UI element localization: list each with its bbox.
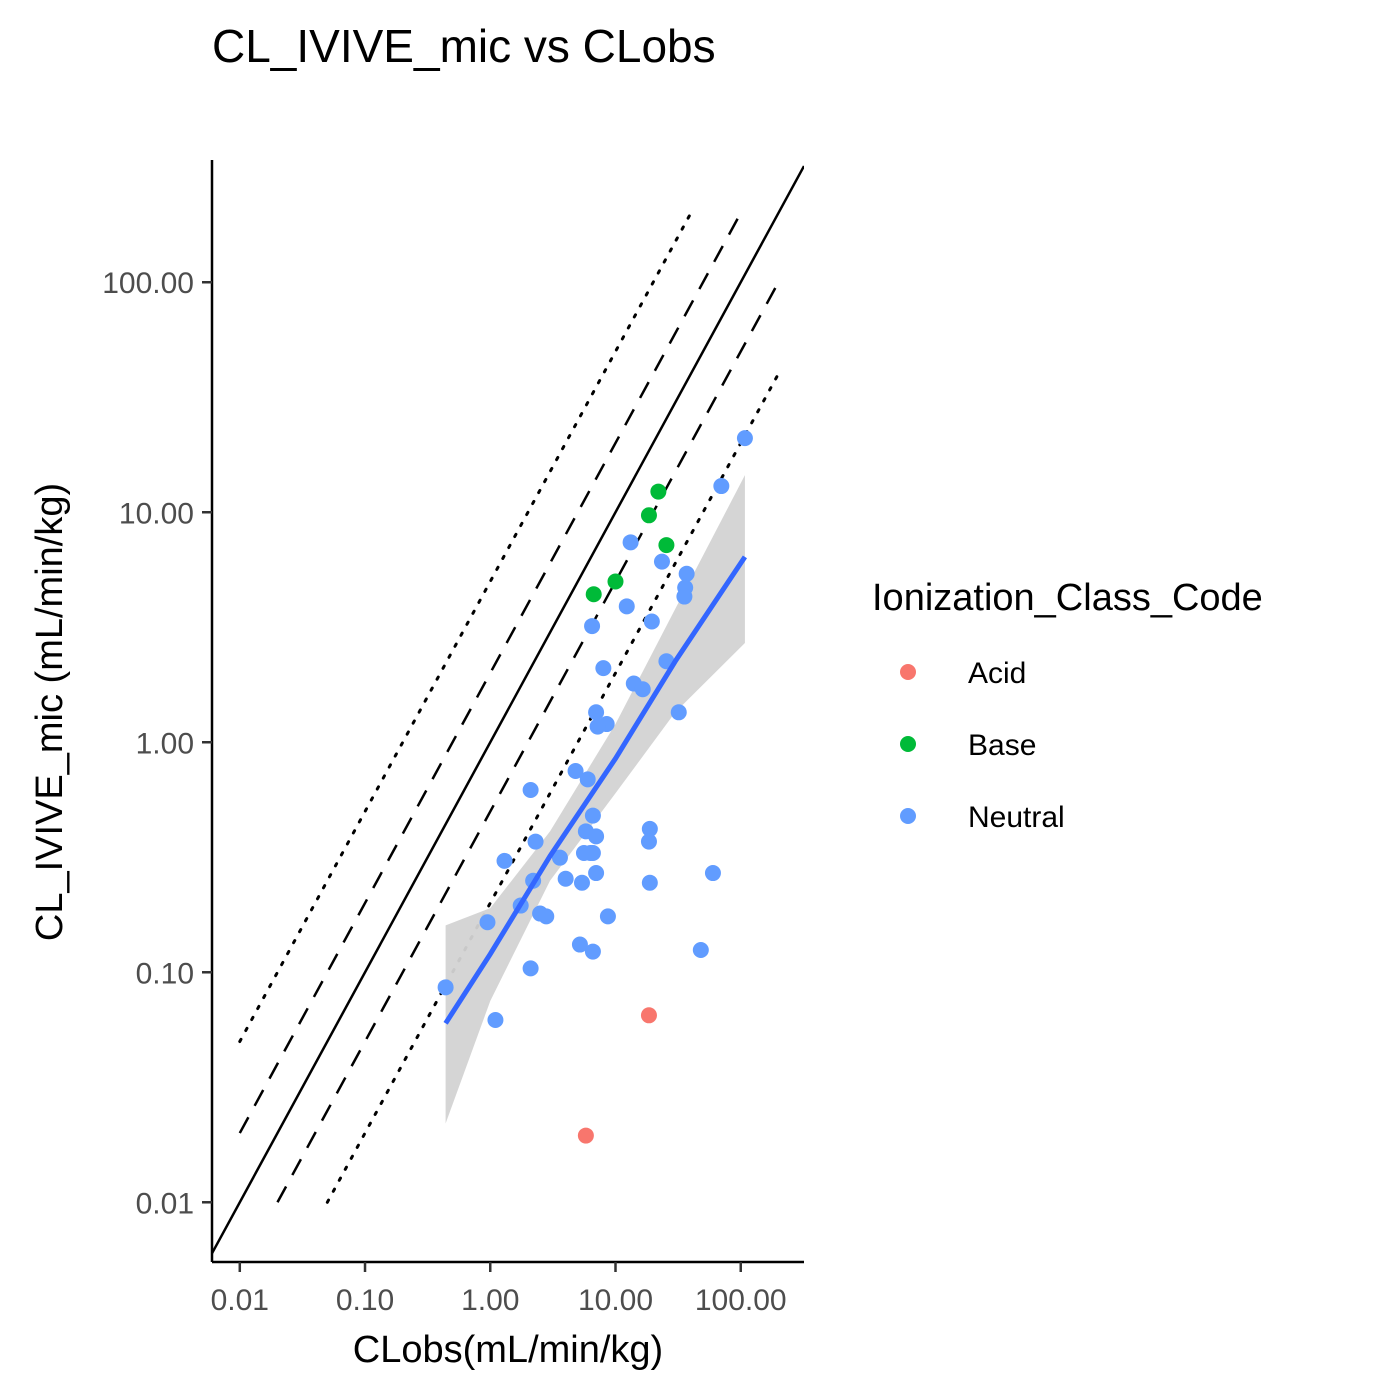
y-tick-label: 10.00 (119, 497, 194, 530)
x-axis-title: CLobs(mL/min/kg) (353, 1329, 663, 1371)
point-neutral (584, 943, 601, 960)
point-neutral (622, 534, 639, 551)
regression-line-group (443, 555, 748, 1025)
y-tick-label: 100.00 (102, 267, 194, 300)
reference-line-solid (212, 165, 804, 1254)
legend-key-acid (900, 664, 916, 680)
legend-label-neutral: Neutral (968, 801, 1065, 834)
reference-line-dashed (238, 212, 742, 1134)
point-neutral (573, 874, 590, 891)
x-tick-label: 100.00 (695, 1284, 787, 1317)
point-neutral (584, 618, 601, 635)
point-neutral (595, 660, 612, 677)
x-tick-label: 10.00 (578, 1284, 653, 1317)
point-neutral (676, 588, 693, 605)
point-neutral (575, 845, 592, 862)
point-neutral (496, 852, 513, 869)
point-base (585, 586, 602, 603)
point-neutral (736, 430, 753, 447)
point-base (658, 537, 675, 554)
point-base (640, 507, 657, 524)
regression-line (443, 555, 748, 1025)
point-neutral (551, 849, 568, 866)
point-acid (577, 1127, 594, 1144)
confidence-band (445, 475, 745, 1124)
point-neutral (588, 865, 605, 882)
point-neutral (557, 870, 574, 887)
point-neutral (640, 833, 657, 850)
legend-label-acid: Acid (968, 657, 1026, 690)
point-neutral (599, 908, 616, 925)
legend-label-base: Base (968, 729, 1036, 762)
chart-title: CL_IVIVE_mic vs CLobs (212, 20, 716, 72)
legend-key-base (900, 736, 916, 752)
point-neutral (571, 936, 588, 953)
reference-line-dotted (325, 372, 780, 1204)
point-base (607, 573, 624, 590)
legend-entries: Acid Base Neutral (900, 657, 1065, 834)
point-neutral (670, 704, 687, 721)
legend-key-neutral (900, 808, 916, 824)
x-tick-label: 0.10 (336, 1284, 394, 1317)
point-neutral (713, 478, 730, 495)
point-neutral (704, 865, 721, 882)
x-tick-label: 1.00 (461, 1284, 519, 1317)
reference-line-dotted (238, 211, 693, 1044)
legend-title: Ionization_Class_Code (872, 577, 1263, 619)
point-neutral (567, 763, 584, 780)
point-neutral (527, 833, 544, 850)
confidence-band-area (445, 475, 745, 1124)
reference-line-dashed (276, 281, 780, 1203)
x-tick-label: 0.01 (211, 1284, 269, 1317)
point-acid (640, 1007, 657, 1024)
point-neutral (437, 979, 454, 996)
plot-area (212, 165, 804, 1254)
point-neutral (641, 820, 658, 837)
point-neutral (618, 598, 635, 615)
point-neutral (653, 553, 670, 570)
point-neutral (522, 782, 539, 799)
x-axis-ticks: 0.01 0.10 1.00 10.00 100.00 (211, 1262, 787, 1317)
point-neutral (588, 704, 605, 721)
legend: Ionization_Class_Code Acid Base Neutral (872, 577, 1263, 834)
point-neutral (487, 1012, 504, 1029)
point-neutral (678, 565, 695, 582)
point-neutral (634, 681, 651, 698)
point-neutral (588, 828, 605, 845)
y-axis-ticks: 0.01 0.10 1.00 10.00 100.00 (102, 267, 212, 1220)
point-neutral (641, 874, 658, 891)
point-neutral (522, 960, 539, 977)
point-neutral (479, 914, 496, 931)
point-neutral (643, 613, 660, 630)
point-base (650, 483, 667, 500)
point-neutral (584, 807, 601, 824)
y-tick-label: 0.10 (136, 957, 194, 990)
point-neutral (538, 908, 555, 925)
point-neutral (579, 771, 596, 788)
y-tick-label: 0.01 (136, 1187, 194, 1220)
y-axis-title: CL_IVIVE_mic (mL/min/kg) (29, 483, 71, 941)
point-neutral (692, 941, 709, 958)
point-neutral (589, 718, 606, 735)
y-tick-label: 1.00 (136, 727, 194, 760)
reference-lines (212, 165, 804, 1254)
